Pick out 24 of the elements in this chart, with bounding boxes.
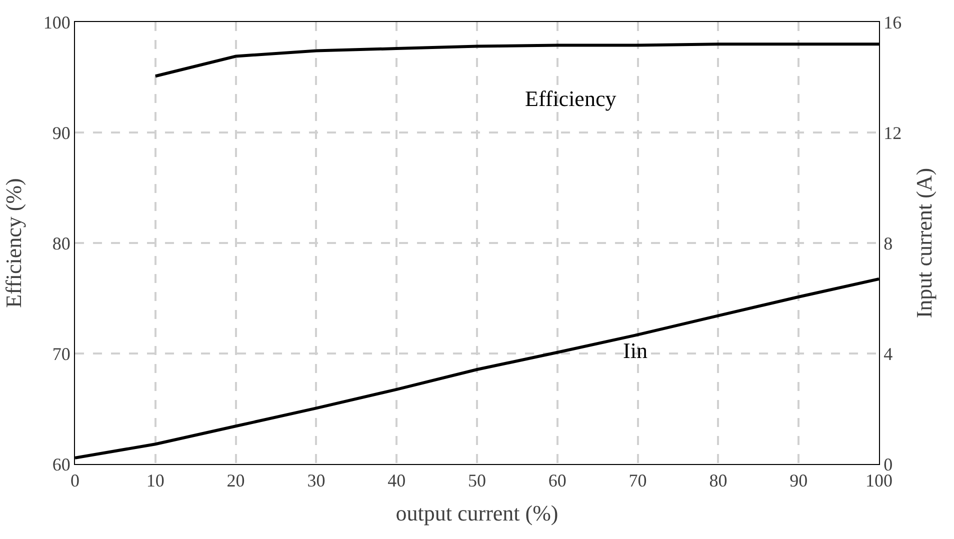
y-tick-label: 100 xyxy=(43,12,70,32)
x-tick-label: 10 xyxy=(146,470,164,491)
y2-tick-label: 4 xyxy=(884,344,893,364)
annotation: Efficiency xyxy=(525,86,616,111)
y-tick-label: 60 xyxy=(52,454,70,474)
y2-tick-label: 16 xyxy=(884,12,902,32)
y2-tick-label: 8 xyxy=(884,233,893,254)
x-axis-title: output current (%) xyxy=(396,500,558,526)
y-tick-label: 70 xyxy=(52,344,70,364)
y-tick-label: 80 xyxy=(52,233,70,254)
annotation: Iin xyxy=(623,338,648,363)
x-tick-label: 70 xyxy=(628,470,647,491)
y-tick-label: 90 xyxy=(52,122,70,143)
x-tick-label: 30 xyxy=(307,470,326,491)
y-axis-title: Efficiency (%) xyxy=(1,178,26,308)
x-tick-label: 0 xyxy=(70,470,80,491)
x-tick-label: 80 xyxy=(709,470,728,491)
x-tick-label: 40 xyxy=(388,470,406,491)
x-tick-label: 90 xyxy=(790,470,808,491)
x-tick-label: 60 xyxy=(548,470,566,491)
x-tick-label: 20 xyxy=(226,470,245,491)
x-tick-label: 50 xyxy=(468,470,486,491)
y2-tick-label: 12 xyxy=(884,122,902,143)
y2-axis-title: Input current (A) xyxy=(912,168,936,318)
